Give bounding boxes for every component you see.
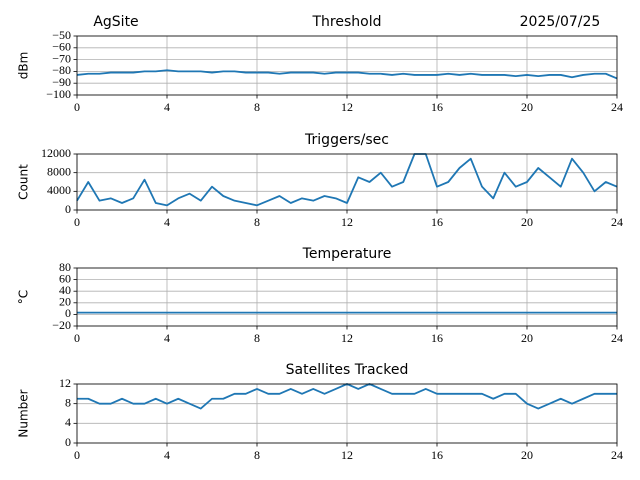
y-tick-label: 0 bbox=[65, 306, 71, 320]
y-tick-label: 4 bbox=[65, 415, 71, 429]
x-tick-label: 20 bbox=[521, 100, 533, 114]
x-tick-label: 8 bbox=[254, 100, 260, 114]
x-tick-label: 8 bbox=[254, 331, 260, 345]
y-tick-label: −50 bbox=[52, 28, 71, 42]
y-axis-label: Count bbox=[17, 164, 31, 200]
x-tick-label: 0 bbox=[74, 331, 80, 345]
y-axis-label: dBm bbox=[17, 52, 31, 80]
y-tick-label: −90 bbox=[52, 75, 71, 89]
plot-frame bbox=[76, 153, 618, 211]
y-tick-label: 0 bbox=[65, 435, 71, 449]
y-axis-label: °C bbox=[17, 290, 31, 304]
y-axis-label: Number bbox=[17, 389, 31, 437]
y-tick-label: −60 bbox=[52, 40, 71, 54]
x-tick-label: 16 bbox=[431, 331, 443, 345]
x-tick-label: 12 bbox=[341, 215, 353, 229]
x-tick-label: 20 bbox=[521, 215, 533, 229]
x-tick-label: 0 bbox=[74, 215, 80, 229]
y-tick-label: 20 bbox=[59, 295, 71, 309]
y-tick-label: 60 bbox=[59, 271, 71, 285]
y-tick-label: −100 bbox=[46, 87, 71, 101]
data-line bbox=[76, 153, 618, 207]
y-tick-label: 8 bbox=[65, 395, 71, 409]
x-tick-label: 16 bbox=[431, 215, 443, 229]
x-tick-label: 4 bbox=[164, 100, 170, 114]
y-tick-label: 40 bbox=[59, 283, 71, 297]
x-tick-label: 4 bbox=[164, 215, 170, 229]
x-tick-label: 24 bbox=[611, 331, 623, 345]
chart-title: Satellites Tracked bbox=[286, 362, 409, 378]
plot-frame bbox=[76, 35, 618, 96]
x-tick-label: 20 bbox=[521, 331, 533, 345]
x-tick-label: 16 bbox=[431, 100, 443, 114]
chart-title: Temperature bbox=[302, 246, 392, 262]
x-tick-label: 24 bbox=[611, 100, 623, 114]
x-tick-label: 12 bbox=[341, 100, 353, 114]
annotation: 2025/07/25 bbox=[520, 14, 601, 30]
y-tick-label: −80 bbox=[52, 63, 71, 77]
y-tick-label: 12 bbox=[59, 376, 71, 390]
x-tick-label: 0 bbox=[74, 448, 80, 462]
y-tick-label: 4000 bbox=[47, 183, 71, 197]
y-tick-label: 8000 bbox=[47, 164, 71, 178]
y-tick-label: 0 bbox=[65, 202, 71, 216]
y-tick-label: 80 bbox=[59, 260, 71, 274]
x-tick-label: 12 bbox=[341, 448, 353, 462]
annotation: AgSite bbox=[93, 14, 138, 30]
data-line bbox=[76, 69, 618, 80]
x-tick-label: 4 bbox=[164, 331, 170, 345]
x-tick-label: 12 bbox=[341, 331, 353, 345]
y-tick-label: −20 bbox=[52, 318, 71, 332]
x-tick-label: 16 bbox=[431, 448, 443, 462]
x-tick-label: 24 bbox=[611, 448, 623, 462]
x-tick-label: 8 bbox=[254, 448, 260, 462]
y-tick-label: −70 bbox=[52, 51, 71, 65]
x-tick-label: 0 bbox=[74, 100, 80, 114]
y-tick-label: 12000 bbox=[41, 146, 71, 160]
chart-title: Triggers/sec bbox=[304, 132, 389, 148]
x-tick-label: 4 bbox=[164, 448, 170, 462]
plot-frame bbox=[76, 383, 618, 444]
x-tick-label: 8 bbox=[254, 215, 260, 229]
x-tick-label: 20 bbox=[521, 448, 533, 462]
plot-frame bbox=[76, 267, 618, 327]
chart-title: Threshold bbox=[312, 14, 382, 30]
x-tick-label: 24 bbox=[611, 215, 623, 229]
